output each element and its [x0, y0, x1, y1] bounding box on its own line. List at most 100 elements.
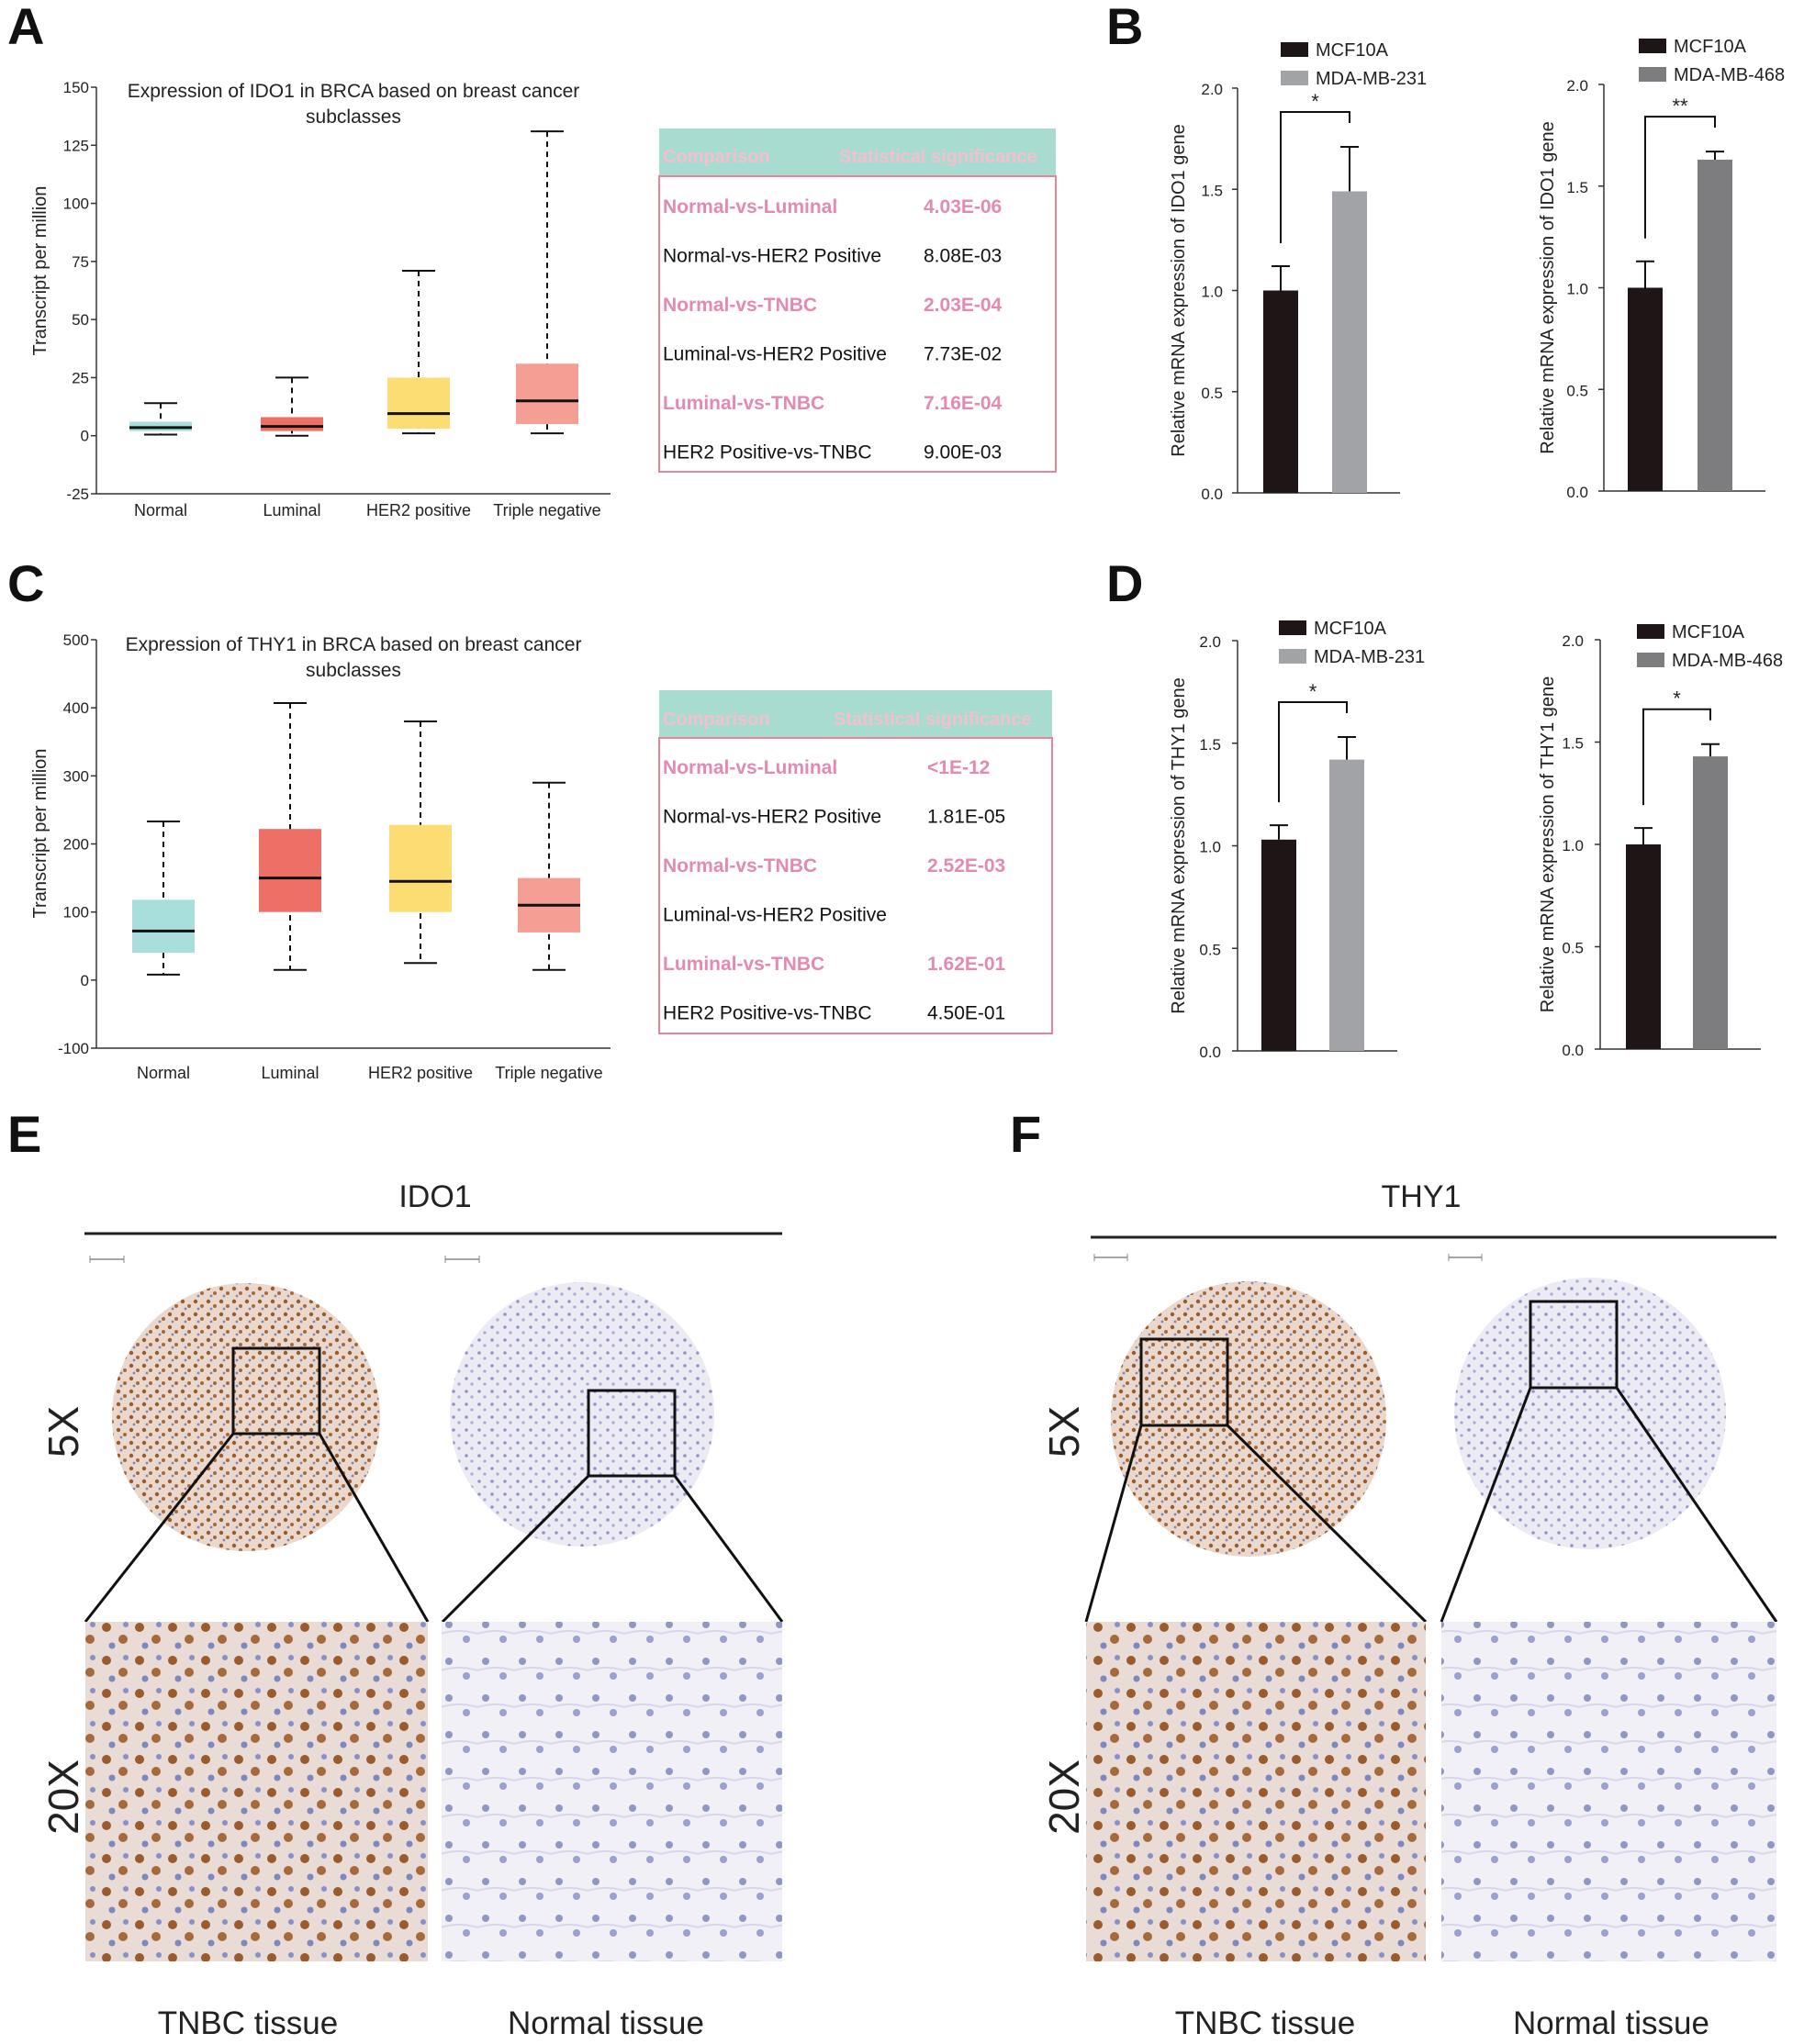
table-cell-pvalue: 1.62E-01 [927, 954, 1006, 975]
tissue-label-normal: Normal tissue [508, 2005, 704, 2041]
table-header-significance: Statistical significance [834, 709, 1032, 730]
bar-ylabel: Relative mRNA expression of THY1 gene [1169, 677, 1189, 1013]
significance-marker: * [1311, 90, 1319, 113]
y-tick-label: 0 [81, 972, 89, 989]
table-cell-comparison: Normal-vs-HER2 Positive [663, 246, 881, 267]
legend-label: MCF10A [1314, 619, 1387, 639]
iqr-box [261, 417, 323, 431]
panel-label-d: D [1106, 554, 1143, 612]
barchart-ido1-mda231: 0.0 0.5 1.0 1.5 2.0 Relative mRNA expression … [1169, 40, 1427, 503]
tissue-zoom-tnbc [85, 1622, 428, 1961]
significance-marker: * [1309, 680, 1317, 703]
table-cell-comparison: Luminal-vs-HER2 Positive [663, 344, 887, 365]
table-header-significance: Statistical significance [839, 147, 1037, 167]
table-cell-pvalue: 2.03E-04 [924, 295, 1003, 316]
table-cell-pvalue: <1E-12 [927, 757, 990, 778]
y-tick-label: 0.5 [1562, 940, 1584, 957]
zoom-box [231, 1346, 321, 1435]
table-cell-comparison: Normal-vs-TNBC [663, 295, 817, 316]
box-her2-positive [389, 720, 452, 965]
tissue-core-normal [1454, 1278, 1726, 1549]
category-label: Normal [137, 1064, 190, 1082]
y-tick-label: 500 [63, 631, 89, 649]
category-label: Luminal [263, 501, 320, 519]
tissue-core-tnbc [112, 1283, 380, 1551]
y-tick-label: 2.0 [1562, 632, 1584, 650]
category-label: Triple negative [493, 501, 600, 519]
legend-label: MDA-MB-468 [1674, 65, 1785, 85]
legend-label: MCF10A [1674, 37, 1747, 57]
y-tick-label: 150 [63, 79, 89, 96]
significance-bracket [1278, 701, 1348, 803]
boxplot-thy1: Expression of THY1 in BRCA based on brea… [30, 631, 611, 1082]
table-header-bg [659, 690, 1052, 738]
boxplot-ido1: Expression of IDO1 in BRCA based on brea… [30, 79, 611, 519]
legend-swatch [1279, 620, 1306, 635]
tissue-zoom-normal [442, 1622, 782, 1961]
legend-label: MCF10A [1672, 622, 1745, 642]
legend-swatch [1637, 653, 1664, 667]
y-tick-label: 1.5 [1201, 182, 1223, 199]
boxplot-title-line2: subclasses [306, 106, 401, 128]
zoom-box [1529, 1300, 1619, 1390]
bar-mcf10a [1261, 839, 1296, 1051]
tissue-label-tnbc: TNBC tissue [1175, 2005, 1355, 2041]
y-tick-label: 0.5 [1201, 385, 1223, 402]
barchart-thy1-mda231: 0.0 0.5 1.0 1.5 2.0 Relative mRNA expression … [1169, 619, 1425, 1061]
y-tick-label: 2.0 [1566, 77, 1588, 95]
y-tick-label: 0.0 [1199, 1044, 1221, 1061]
y-tick-label: 75 [72, 253, 89, 271]
tissue-zoom-normal [1441, 1622, 1776, 1961]
category-label: HER2 positive [366, 501, 471, 519]
category-label: Triple negative [495, 1064, 602, 1082]
bar-mda-mb-231 [1332, 191, 1367, 493]
barchart-ido1-mda468: 0.0 0.5 1.0 1.5 2.0 Relative mRNA expression … [1538, 37, 1785, 501]
y-tick-label: -25 [66, 486, 89, 503]
table-cell-comparison: Normal-vs-Luminal [663, 196, 837, 218]
bar-mcf10a [1263, 290, 1298, 493]
y-tick-label: 50 [72, 311, 89, 329]
y-tick-label: 125 [63, 137, 89, 154]
box-normal [129, 402, 192, 436]
significance-bracket [1642, 708, 1711, 806]
panel-label-a: A [7, 0, 44, 55]
y-tick-label: 400 [63, 699, 89, 717]
y-tick-label: 1.5 [1566, 179, 1588, 196]
table-cell-comparison: Normal-vs-Luminal [663, 757, 837, 778]
boxplot-title-line1: Expression of IDO1 in BRCA based on brea… [128, 81, 580, 102]
y-tick-label: 1.5 [1199, 736, 1221, 754]
table-cell-comparison: HER2 Positive-vs-TNBC [663, 1003, 872, 1024]
panel-label-f: F [1010, 1105, 1041, 1163]
scale-bar [89, 1256, 125, 1263]
zoom-box [1139, 1337, 1229, 1427]
bar-mda-mb-468 [1698, 159, 1732, 491]
y-tick-label: 25 [72, 369, 89, 386]
table-border [658, 737, 1053, 1034]
significance-marker: ** [1672, 95, 1688, 117]
iqr-box [132, 899, 195, 954]
iqr-box [389, 824, 452, 912]
table-cell-pvalue: 4.50E-01 [927, 1003, 1005, 1024]
legend-label: MDA-MB-468 [1672, 651, 1783, 671]
y-tick-label: 1.0 [1201, 284, 1223, 301]
y-tick-label: 100 [63, 195, 89, 213]
tissue-zoom-tnbc [1086, 1622, 1426, 1961]
bar-mda-mb-231 [1329, 759, 1364, 1051]
boxplot-ylabel: Transcript per million [30, 186, 50, 356]
panel-label-e: E [7, 1105, 41, 1163]
box-normal [132, 821, 195, 976]
tissue-core-tnbc [1111, 1281, 1386, 1557]
legend-swatch [1639, 39, 1666, 53]
scale-bar [1448, 1254, 1483, 1261]
table-cell-pvalue: 7.16E-04 [924, 393, 1003, 414]
box-her2-positive [387, 269, 450, 435]
legend-swatch [1639, 67, 1666, 82]
table-cell-comparison: HER2 Positive-vs-TNBC [663, 442, 872, 464]
table-cell-pvalue: 2.52E-03 [927, 855, 1005, 877]
tissue-core-normal [450, 1282, 714, 1547]
y-tick-label: 2.0 [1201, 81, 1223, 98]
category-label: Normal [134, 501, 187, 519]
y-tick-label: 2.0 [1199, 633, 1221, 651]
table-header-bg [659, 128, 1056, 176]
bar-ylabel: Relative mRNA expression of IDO1 gene [1169, 124, 1189, 456]
